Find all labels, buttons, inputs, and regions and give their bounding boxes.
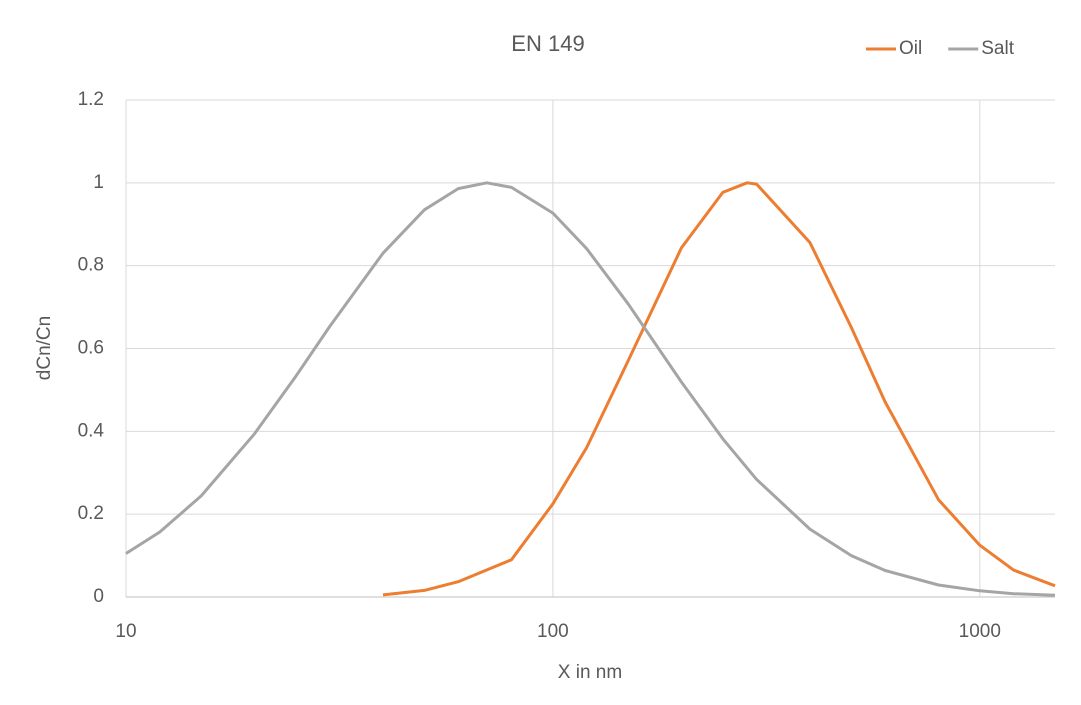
x-tick-label: 1000 bbox=[959, 621, 1001, 642]
y-axis-label: dCn/Cn bbox=[34, 316, 55, 380]
y-tick-label: 0 bbox=[93, 586, 104, 607]
x-tick-label: 100 bbox=[537, 621, 569, 642]
y-tick-label: 0.8 bbox=[78, 255, 104, 276]
y-tick-label: 0.2 bbox=[78, 503, 104, 524]
series-line bbox=[382, 181, 1056, 597]
y-tick-label: 0.4 bbox=[78, 420, 105, 441]
y-tick-label: 1 bbox=[93, 172, 104, 193]
chart-title: EN 149 bbox=[511, 31, 584, 56]
x-axis-label: X in nm bbox=[558, 662, 622, 683]
series-line bbox=[125, 181, 1056, 597]
y-tick-label: 1.2 bbox=[78, 89, 104, 110]
x-tick-label: 10 bbox=[115, 621, 136, 642]
legend-label: Salt bbox=[981, 38, 1014, 59]
y-tick-label: 0.6 bbox=[78, 338, 104, 359]
legend-label: Oil bbox=[899, 38, 922, 59]
